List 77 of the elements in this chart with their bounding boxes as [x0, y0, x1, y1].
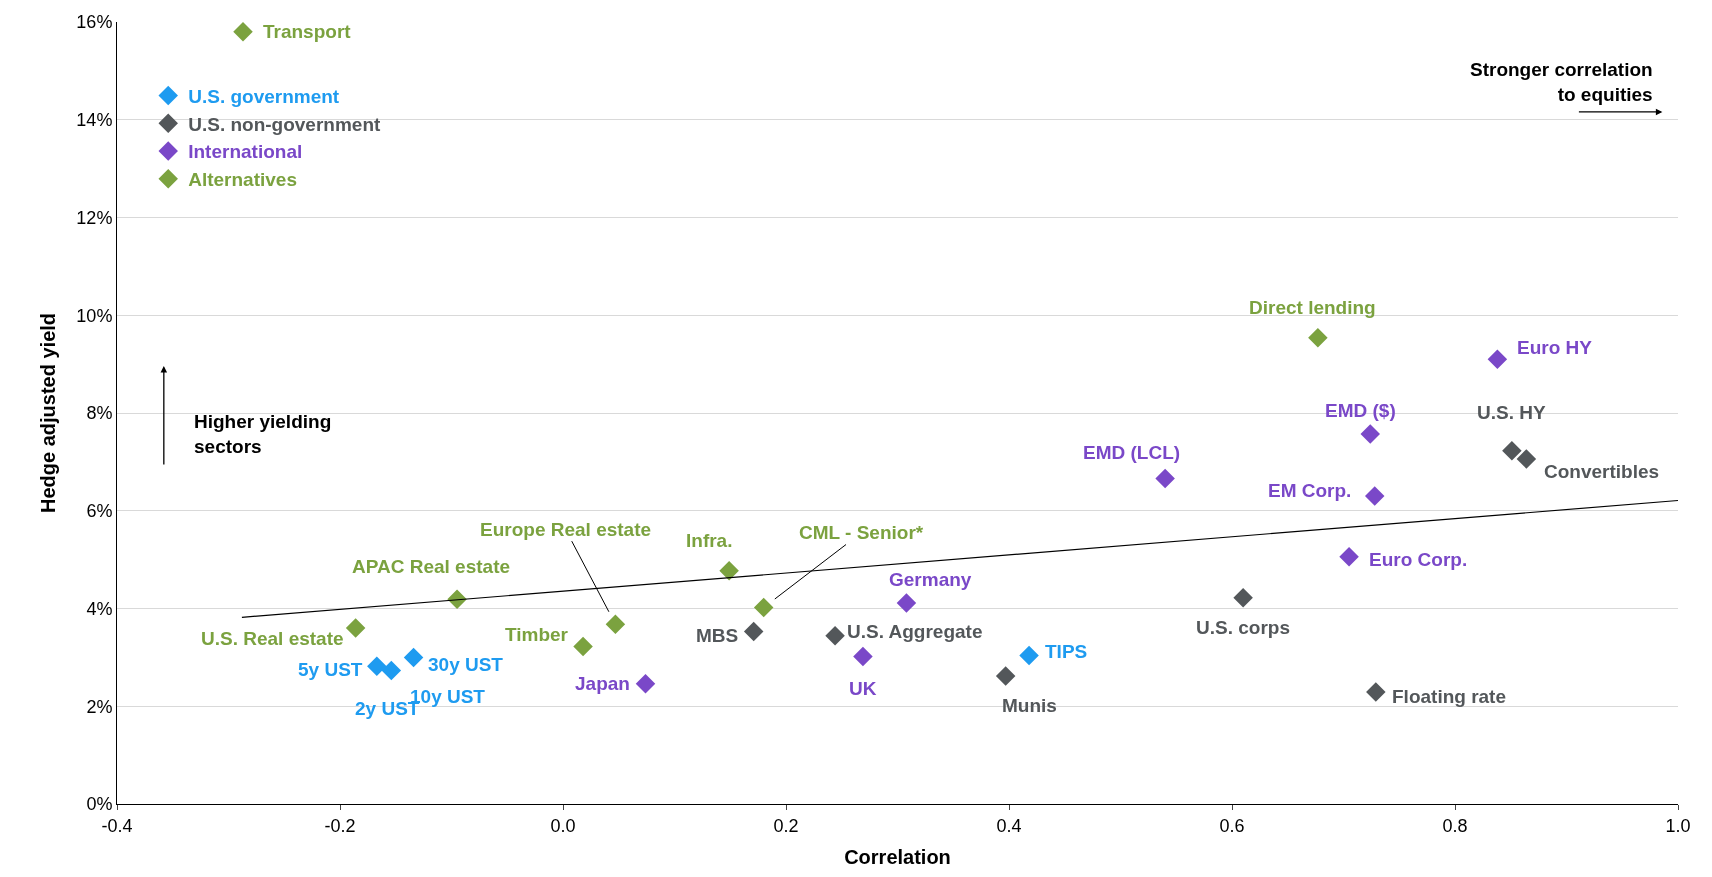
- point: [1233, 588, 1253, 608]
- annotation: Germany: [889, 569, 972, 590]
- y-tick-label: 8%: [86, 403, 113, 424]
- point: [1516, 449, 1537, 469]
- y-tick-label: 2%: [86, 696, 113, 717]
- annotation: CML - Senior*: [799, 522, 924, 543]
- point: [753, 597, 774, 618]
- annotation: Japan: [575, 673, 630, 694]
- annotation: Stronger correlation to equities: [1470, 59, 1653, 105]
- legend-label: U.S. non-government: [188, 113, 382, 135]
- point: [573, 636, 593, 657]
- annotation: UK: [849, 678, 877, 699]
- x-tick-label: 0.6: [1219, 815, 1245, 836]
- annotation: Transport: [263, 21, 352, 42]
- x-axis-title: Correlation: [844, 846, 951, 869]
- annotation: MBS: [696, 625, 739, 646]
- annotation: EMD (LCL): [1083, 442, 1181, 463]
- y-tick-label: 0%: [86, 794, 113, 815]
- annotation: EMD ($): [1325, 400, 1396, 421]
- annotation: Munis: [1002, 695, 1057, 716]
- annotation: U.S. HY: [1477, 402, 1546, 423]
- annotation: TIPS: [1045, 641, 1088, 662]
- point: [825, 626, 845, 646]
- point: [1308, 327, 1328, 348]
- point: [853, 646, 873, 667]
- point: [1019, 645, 1039, 666]
- x-tick-label: -0.4: [101, 815, 133, 836]
- x-tick-label: 1.0: [1665, 815, 1691, 836]
- point: [1366, 682, 1386, 702]
- annotation: Timber: [505, 624, 569, 645]
- y-tick-label: 12%: [76, 207, 113, 228]
- y-tick-label: 4%: [86, 598, 113, 619]
- point: [381, 660, 402, 681]
- point: [345, 618, 366, 638]
- point: [367, 656, 387, 676]
- point: [743, 621, 764, 642]
- point: [403, 647, 424, 668]
- y-tick-label: 16%: [76, 12, 113, 33]
- annotation: U.S. corps: [1196, 617, 1290, 638]
- annotation: U.S. Real estate: [201, 628, 344, 649]
- point: [1502, 440, 1522, 461]
- annotation: APAC Real estate: [352, 556, 511, 577]
- y-tick-label: 6%: [86, 501, 113, 522]
- x-tick-label: 0.0: [550, 815, 576, 836]
- annotation: Higher yielding sectors: [194, 411, 332, 457]
- point: [605, 614, 626, 634]
- annotation: Infra.: [686, 530, 733, 551]
- y-tick-label: 14%: [76, 110, 113, 131]
- annotation: Europe Real estate: [480, 519, 652, 540]
- point: [233, 22, 253, 42]
- x-tick-label: 0.8: [1442, 815, 1468, 836]
- point: [995, 666, 1016, 686]
- y-axis-title: Hedge adjusted yield: [36, 312, 59, 514]
- annotation: Direct lending: [1249, 297, 1376, 318]
- point: [1360, 424, 1381, 444]
- annotation: Convertibles: [1544, 461, 1660, 482]
- annotation: Euro Corp.: [1369, 549, 1468, 570]
- x-tick-label: -0.2: [324, 815, 356, 836]
- legend-label: Alternatives: [188, 169, 297, 191]
- point: [1155, 468, 1175, 489]
- point: [1487, 349, 1508, 369]
- point: [1339, 546, 1359, 567]
- annotation: 5y UST: [298, 659, 363, 680]
- point: [896, 593, 917, 613]
- x-tick-label: 0.2: [773, 815, 799, 836]
- annotation: Euro HY: [1517, 337, 1593, 358]
- legend-label: International: [188, 141, 303, 163]
- annotation: U.S. Aggregate: [847, 621, 983, 642]
- annotation: EM Corp.: [1268, 480, 1352, 501]
- point: [1364, 486, 1385, 506]
- legend-label: U.S. government: [188, 86, 340, 107]
- point: [635, 674, 656, 694]
- point: [719, 561, 739, 581]
- annotation: Floating rate: [1392, 686, 1507, 707]
- y-tick-label: 10%: [76, 305, 113, 326]
- x-tick-label: 0.4: [996, 815, 1022, 836]
- annotation: 30y UST: [428, 654, 504, 675]
